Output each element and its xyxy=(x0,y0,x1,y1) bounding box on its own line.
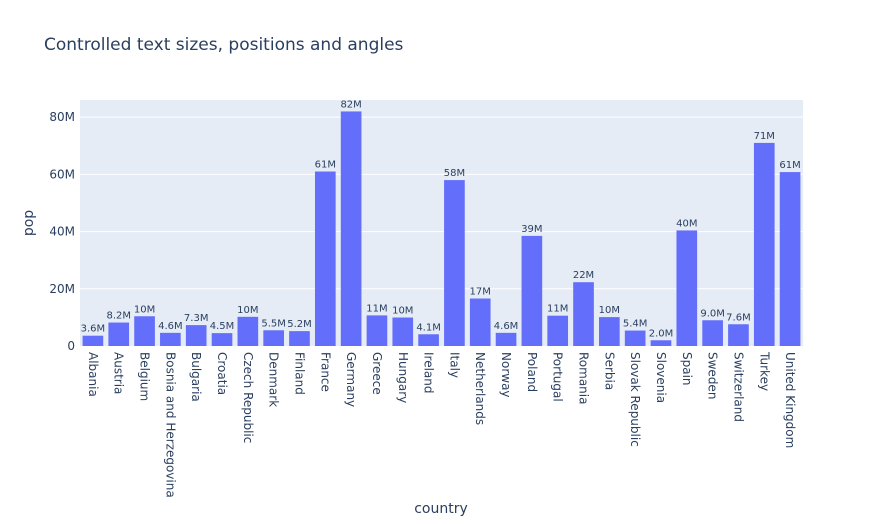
y-tick-label: 40M xyxy=(49,225,75,239)
bar xyxy=(211,333,233,346)
x-axis-ticks: Albania Austria Belgium Bosnia and Herzegov… xyxy=(86,351,797,498)
x-axis-title: country xyxy=(414,501,468,517)
x-tick-label: Denmark xyxy=(267,352,281,407)
bar xyxy=(160,332,181,346)
data-label: 5.2M xyxy=(287,319,312,330)
bar xyxy=(82,335,104,346)
x-tick-label: Turkey xyxy=(757,351,771,391)
bar xyxy=(624,330,646,346)
x-tick-label: Slovak Republic xyxy=(628,352,642,447)
bar xyxy=(444,180,465,346)
x-tick-label: Austria xyxy=(112,352,126,394)
bar xyxy=(237,316,259,346)
data-label: 40M xyxy=(676,218,697,229)
bar xyxy=(263,330,284,346)
data-label: 5.5M xyxy=(261,318,286,329)
bar xyxy=(702,320,723,346)
data-label: 10M xyxy=(392,306,413,317)
x-tick-label: Slovenia xyxy=(654,352,668,403)
x-tick-label: Greece xyxy=(370,352,384,395)
y-tick-label: 80M xyxy=(49,110,75,124)
y-axis-ticks: 0 20M 40M 60M 80M xyxy=(49,110,75,353)
x-tick-label: Finland xyxy=(292,352,306,395)
x-tick-label: Italy xyxy=(447,352,461,378)
x-tick-label: Netherlands xyxy=(473,352,487,425)
data-label: 4.6M xyxy=(158,321,183,332)
data-label: 4.1M xyxy=(416,322,441,333)
x-tick-label: Romania xyxy=(577,352,591,404)
data-label: 8.2M xyxy=(106,311,131,322)
x-tick-label: France xyxy=(318,352,332,392)
bar xyxy=(392,317,414,346)
bar xyxy=(495,332,517,346)
bar xyxy=(779,172,801,346)
bar xyxy=(185,325,207,346)
data-label: 39M xyxy=(521,224,542,235)
bar xyxy=(314,171,336,346)
x-tick-label: Norway xyxy=(499,352,513,398)
bar xyxy=(728,324,749,346)
y-tick-label: 20M xyxy=(49,282,75,296)
x-tick-label: Bulgaria xyxy=(189,352,203,402)
bar xyxy=(134,316,155,346)
bar xyxy=(469,298,491,346)
data-label: 5.4M xyxy=(623,319,648,330)
data-label: 10M xyxy=(237,305,258,316)
data-label: 17M xyxy=(470,287,491,298)
bar xyxy=(650,340,672,346)
x-tick-label: Belgium xyxy=(138,352,152,401)
bar xyxy=(676,230,698,346)
data-label: 58M xyxy=(444,168,465,179)
bar xyxy=(521,235,543,346)
x-tick-label: Albania xyxy=(86,352,100,397)
x-tick-label: Poland xyxy=(525,352,539,392)
data-label: 10M xyxy=(134,304,155,315)
data-label: 82M xyxy=(340,99,361,110)
x-tick-label: Bosnia and Herzegovina xyxy=(163,352,177,498)
data-label: 61M xyxy=(779,160,800,171)
data-label: 71M xyxy=(754,131,775,142)
data-label: 22M xyxy=(573,270,594,281)
data-label: 2.0M xyxy=(649,328,674,339)
chart-title: Controlled text sizes, positions and ang… xyxy=(44,35,404,55)
x-tick-label: Serbia xyxy=(602,352,616,390)
bar xyxy=(753,142,775,346)
x-tick-label: Germany xyxy=(344,352,358,407)
bar xyxy=(340,111,362,346)
x-tick-label: Hungary xyxy=(396,352,410,403)
bar xyxy=(418,334,439,346)
data-label: 3.6M xyxy=(81,324,106,335)
data-label: 7.3M xyxy=(184,313,209,324)
x-tick-label: Ireland xyxy=(422,352,436,394)
x-tick-label: Croatia xyxy=(215,352,229,395)
data-label: 11M xyxy=(547,304,568,315)
data-label: 11M xyxy=(366,303,387,314)
bar xyxy=(289,331,310,346)
x-tick-label: Sweden xyxy=(706,352,720,399)
bar xyxy=(108,322,130,346)
data-label: 10M xyxy=(599,305,620,316)
bar xyxy=(573,282,594,346)
data-label: 7.6M xyxy=(726,312,751,323)
y-tick-label: 0 xyxy=(67,339,75,353)
bars xyxy=(82,111,801,346)
y-axis-title: pop xyxy=(21,210,37,236)
x-tick-label: Switzerland xyxy=(731,352,745,422)
x-tick-label: Czech Republic xyxy=(241,352,255,443)
bar xyxy=(547,315,569,346)
data-label: 9.0M xyxy=(700,308,725,319)
bar xyxy=(366,315,388,346)
bar xyxy=(599,317,620,346)
data-label: 4.6M xyxy=(494,321,519,332)
y-tick-label: 60M xyxy=(49,167,75,181)
x-tick-label: Spain xyxy=(680,352,694,386)
data-label: 61M xyxy=(315,160,336,171)
x-tick-label: United Kingdom xyxy=(783,352,797,448)
x-tick-label: Portugal xyxy=(551,352,565,402)
data-label: 4.5M xyxy=(210,321,235,332)
